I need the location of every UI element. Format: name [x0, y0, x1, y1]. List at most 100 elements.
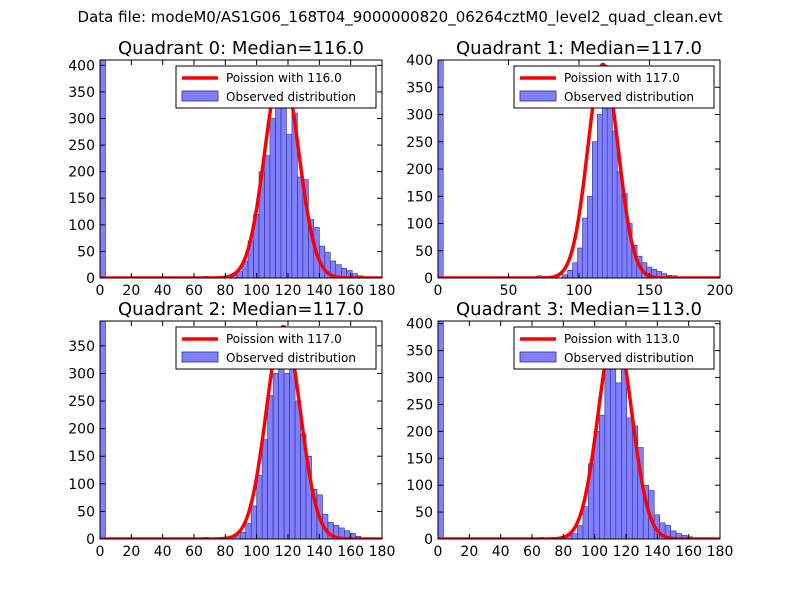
- axes-frame: [99, 59, 383, 279]
- histogram-bar: [606, 97, 613, 278]
- x-tick-label: 20: [122, 283, 140, 299]
- y-tick-label: 200: [406, 162, 433, 178]
- x-tick-label: 0: [96, 544, 105, 560]
- x-tick-label: 40: [154, 544, 172, 560]
- y-tick-label: 350: [406, 80, 433, 96]
- histogram-bar: [561, 274, 568, 278]
- quadrant-0-panel: 0 20 40 60 80 100 120 140 160 180 0 50 100 150 200 250 3…: [68, 38, 395, 299]
- x-tick-label: 120: [275, 544, 302, 560]
- quadrant-1-panel: 0 50 100 150 200 0 50 100 150 200 250 300 350 400 Quad…: [406, 38, 733, 299]
- histogram-bar: [615, 382, 622, 539]
- x-tick-label: 140: [644, 544, 671, 560]
- y-tick-label: 150: [406, 189, 433, 205]
- legend-bar-swatch: [181, 351, 219, 363]
- x-tick-label: 40: [492, 544, 510, 560]
- x-tick-label: 0: [96, 283, 105, 299]
- x-tick-label: 60: [185, 283, 203, 299]
- x-tick-label: 160: [337, 283, 364, 299]
- y-tick-label: 200: [406, 424, 433, 440]
- x-tick-label: 140: [306, 544, 333, 560]
- legend-bar-label: Observed distribution: [226, 351, 356, 365]
- x-tick-label: 180: [369, 544, 396, 560]
- x-tick-label: 80: [216, 544, 234, 560]
- y-tick-label: 100: [68, 218, 95, 234]
- x-tick-label: 60: [185, 544, 203, 560]
- y-tick-label: 350: [406, 344, 433, 360]
- histogram-bar: [610, 344, 617, 539]
- legend-bar-label: Observed distribution: [564, 90, 694, 104]
- x-tick-label: 80: [216, 283, 234, 299]
- y-tick-label: 50: [77, 244, 95, 260]
- x-tick-label: 0: [434, 544, 443, 560]
- histogram-bar: [592, 141, 598, 278]
- y-tick-label: 250: [406, 397, 433, 413]
- x-tick-label: 150: [636, 283, 663, 299]
- y-tick-label: 250: [406, 135, 433, 151]
- subplot-title: Quadrant 1: Median=117.0: [456, 38, 702, 59]
- y-tick-label: 50: [415, 244, 433, 260]
- x-tick-label: 160: [337, 544, 364, 560]
- y-tick-label: 0: [424, 532, 433, 548]
- y-tick-label: 400: [406, 53, 433, 69]
- x-tick-label: 0: [434, 283, 443, 299]
- y-tick-label: 250: [68, 138, 95, 154]
- histogram-bar: [250, 505, 257, 539]
- subplot-title: Quadrant 0: Median=116.0: [118, 38, 364, 59]
- y-tick-label: 0: [86, 532, 95, 548]
- y-tick-label: 100: [406, 217, 433, 233]
- histogram-bar: [294, 400, 301, 539]
- figure-title: Data file: modeM0/AS1G06_168T04_90000008…: [77, 8, 723, 26]
- legend-line-label: Poission with 117.0: [564, 71, 680, 85]
- x-tick-label: 180: [369, 283, 396, 299]
- y-tick-label: 150: [406, 451, 433, 467]
- histogram-bar: [587, 195, 593, 278]
- x-tick-label: 160: [675, 544, 702, 560]
- histogram-bar: [597, 114, 603, 278]
- x-tick-label: 180: [707, 544, 734, 560]
- histogram-bar: [599, 414, 606, 539]
- plot-area: [100, 60, 382, 278]
- y-tick-label: 50: [77, 504, 95, 520]
- quadrant-3-panel: 0 20 40 60 80 100 120 140 160 180 0 50 100 150 200 250 3…: [406, 299, 733, 560]
- legend-line-label: Poission with 113.0: [564, 332, 680, 346]
- x-tick-label: 200: [707, 283, 734, 299]
- axes-frame: [99, 320, 383, 540]
- y-tick-label: 100: [406, 478, 433, 494]
- y-tick-label: 0: [424, 271, 433, 287]
- histogram-bar: [620, 366, 628, 539]
- axes-frame: [437, 320, 721, 540]
- histogram-bar: [577, 525, 584, 539]
- histogram-bar: [604, 366, 611, 539]
- histogram-bar: [626, 417, 633, 539]
- x-tick-label: 50: [500, 283, 518, 299]
- histogram-bar: [582, 506, 589, 539]
- histogram-bar: [256, 475, 263, 539]
- x-tick-label: 120: [613, 544, 640, 560]
- quadrant-2-panel: 0 20 40 60 80 100 120 140 160 180 0 50 100 150 200 250 3…: [68, 299, 395, 560]
- histogram-bar: [269, 118, 276, 278]
- x-tick-label: 20: [460, 544, 478, 560]
- histogram-bar: [297, 176, 304, 278]
- histogram-bar: [572, 262, 579, 278]
- y-tick-label: 150: [68, 191, 95, 207]
- histogram-bar: [267, 395, 274, 539]
- x-tick-label: 100: [243, 544, 270, 560]
- x-tick-label: 100: [243, 283, 270, 299]
- x-tick-label: 140: [306, 283, 333, 299]
- legend-bar-swatch: [519, 90, 557, 102]
- poisson-curve: [100, 324, 382, 539]
- x-tick-label: 120: [275, 283, 302, 299]
- x-tick-label: 80: [554, 544, 572, 560]
- x-tick-label: 60: [523, 544, 541, 560]
- y-tick-label: 300: [68, 111, 95, 127]
- y-tick-label: 350: [68, 339, 95, 355]
- histogram-bar: [245, 523, 252, 539]
- y-tick-label: 200: [68, 165, 95, 181]
- histogram-bar: [239, 532, 247, 539]
- histogram-bar: [567, 270, 574, 278]
- histogram-bar: [283, 373, 290, 539]
- legend: Poission with 113.0 Observed distribution: [513, 326, 715, 370]
- histogram-bar: [577, 247, 584, 278]
- histogram-bar: [611, 130, 618, 278]
